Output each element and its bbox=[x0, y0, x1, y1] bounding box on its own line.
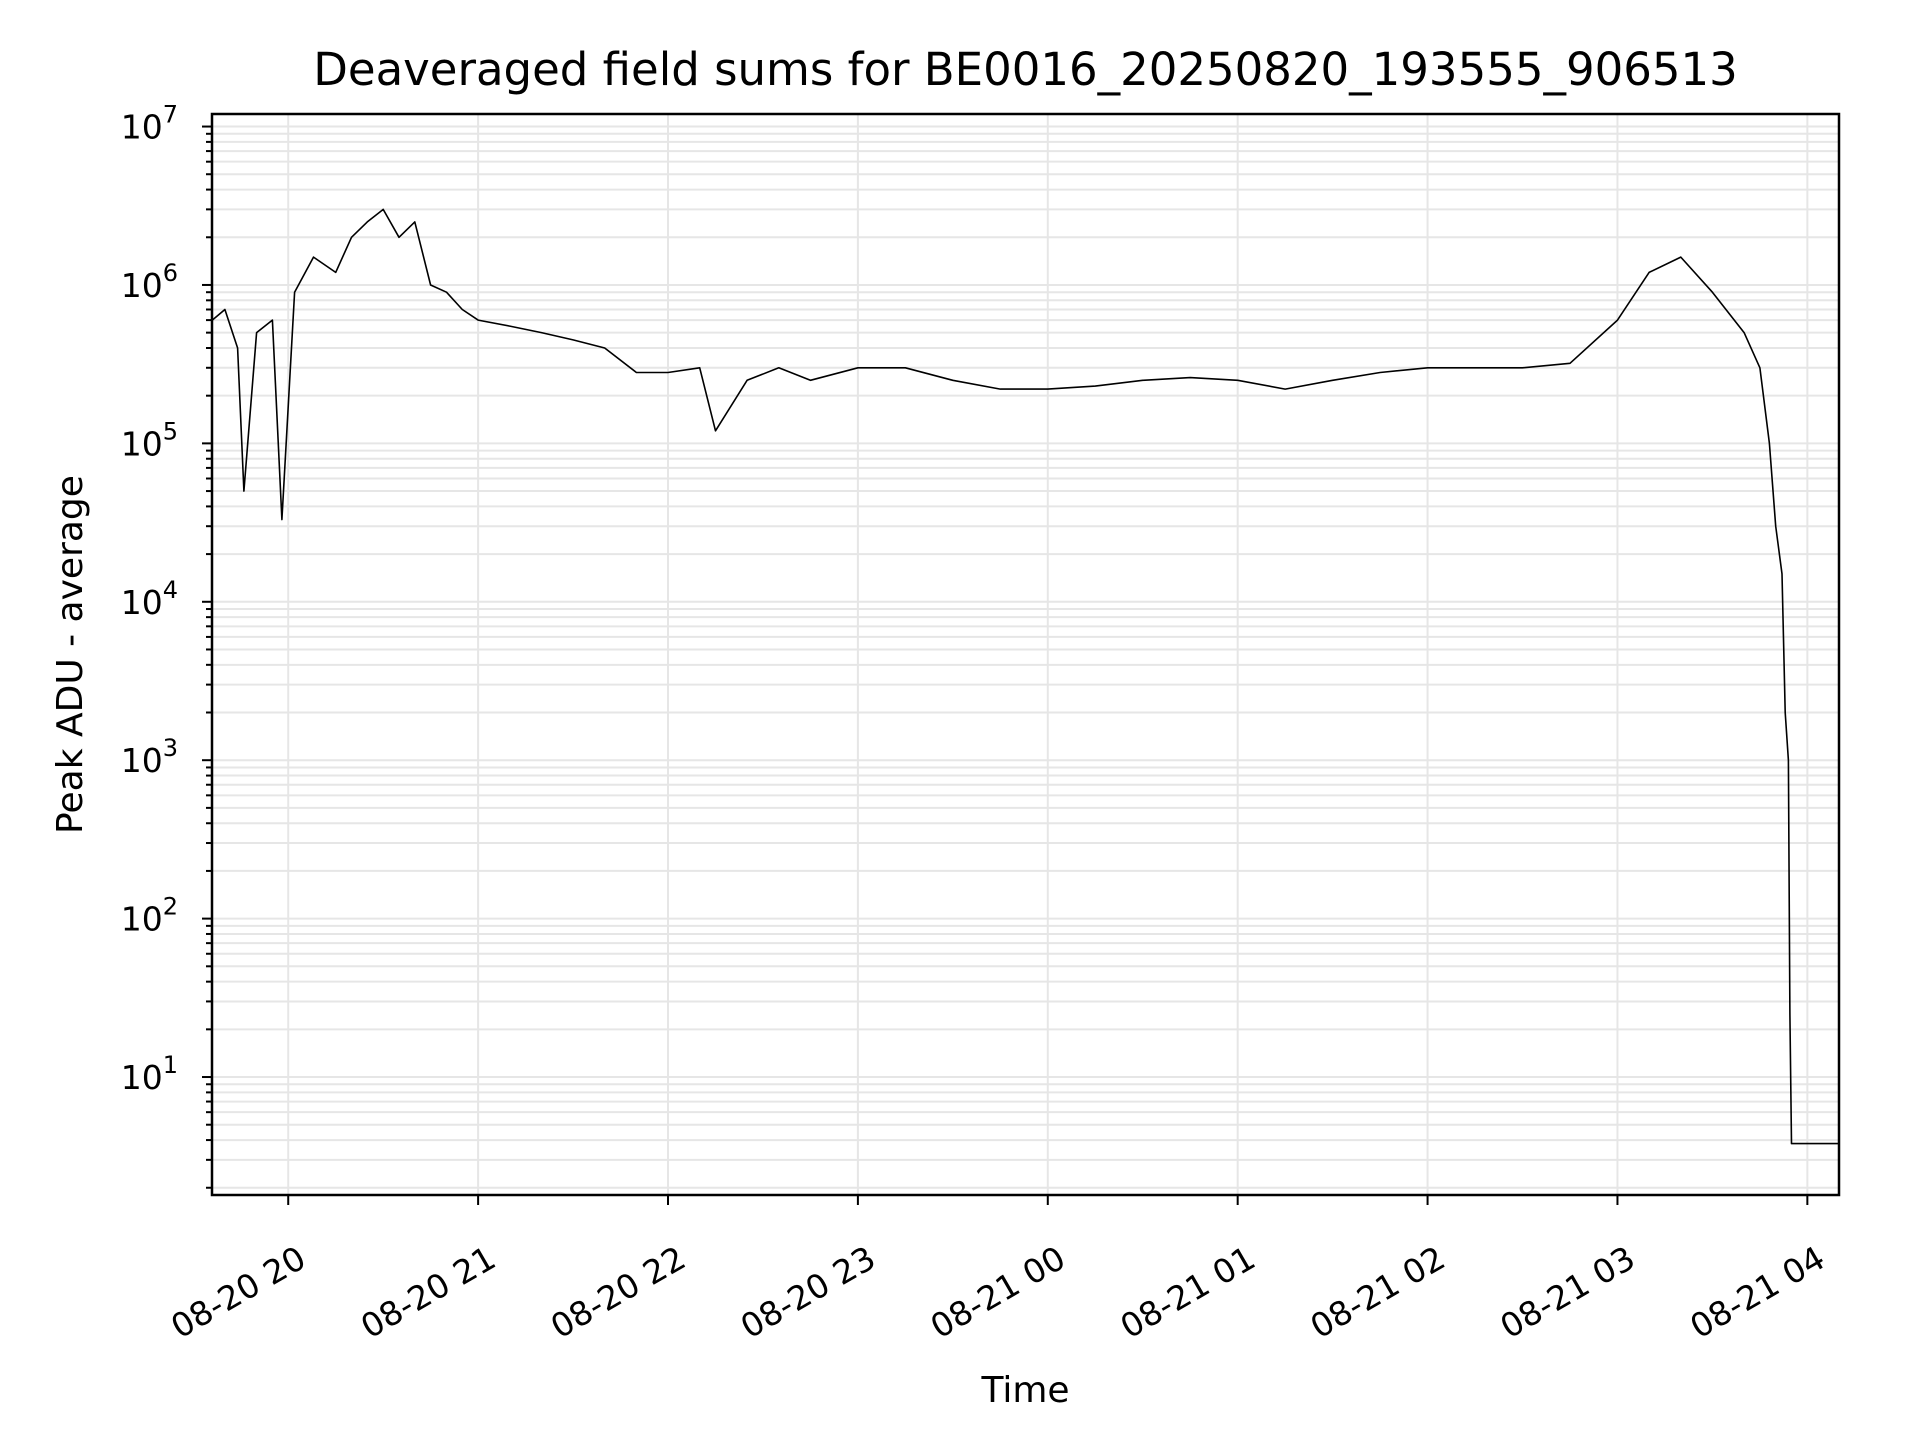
plot-frame bbox=[210, 112, 1841, 1197]
x-tick-label: 08-21 00 bbox=[924, 1238, 1072, 1346]
chart-title: Deaveraged field sums for BE0016_2025082… bbox=[313, 43, 1738, 96]
y-tick-label: 105 bbox=[121, 417, 178, 463]
y-axis-title: Peak ADU - average bbox=[50, 475, 91, 834]
series-line-0 bbox=[211, 208, 1839, 1145]
x-axis-title: Time bbox=[980, 1370, 1069, 1411]
y-tick-label: 106 bbox=[121, 259, 178, 305]
x-tick-label: 08-21 02 bbox=[1304, 1238, 1452, 1346]
x-tick-label: 08-20 23 bbox=[734, 1238, 882, 1346]
series-layer bbox=[211, 208, 1839, 1145]
x-tick-label: 08-20 20 bbox=[164, 1238, 312, 1346]
y-tick-label: 104 bbox=[121, 576, 178, 622]
x-tick-label: 08-20 22 bbox=[544, 1238, 692, 1346]
y-tick-label: 101 bbox=[121, 1051, 178, 1097]
x-tick-label: 08-21 04 bbox=[1683, 1238, 1831, 1346]
grid-lines bbox=[212, 114, 1839, 1195]
x-tick-label: 08-21 01 bbox=[1114, 1238, 1262, 1346]
x-tick-label: 08-20 21 bbox=[354, 1238, 502, 1346]
x-tick-label: 08-21 03 bbox=[1493, 1238, 1641, 1346]
y-tick-label: 107 bbox=[121, 101, 178, 147]
y-tick-label: 102 bbox=[121, 893, 178, 939]
y-tick-label: 103 bbox=[121, 734, 178, 780]
